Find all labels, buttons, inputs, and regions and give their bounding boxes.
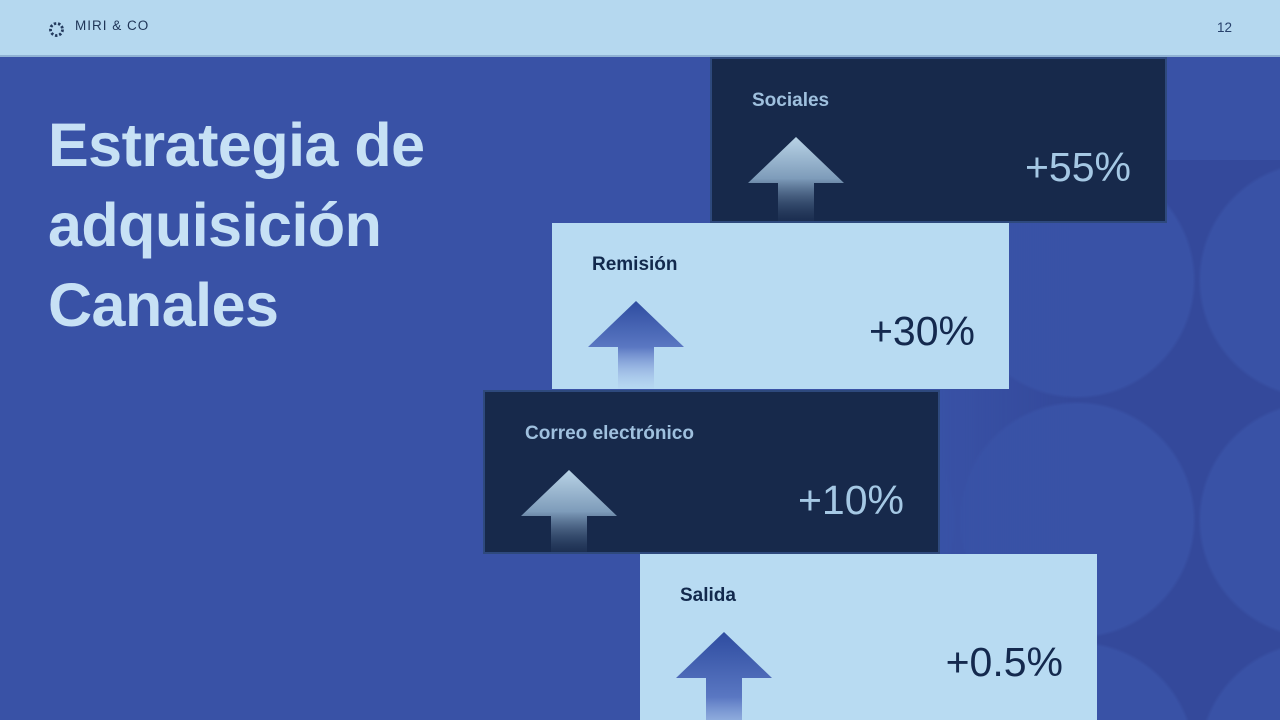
slide-title-line: Estrategia de xyxy=(48,111,425,179)
channel-card-salida: Salida +0.5% xyxy=(640,554,1097,720)
card-value: +55% xyxy=(1024,144,1131,190)
channel-card-correo: Correo electrónico +10% xyxy=(483,390,940,554)
arrow-up-icon xyxy=(748,137,844,221)
card-value: +30% xyxy=(868,308,975,354)
card-label: Salida xyxy=(680,585,736,606)
brand-name: MIRI & CO xyxy=(75,18,150,33)
slide-title-line: adquisición xyxy=(48,191,382,259)
slide-title: Estrategia de adquisición Canales xyxy=(48,105,568,345)
arrow-up-icon xyxy=(588,301,684,389)
card-value: +10% xyxy=(797,477,904,523)
arrow-up-icon xyxy=(521,470,617,552)
brand-logo-icon xyxy=(49,22,64,37)
slide-title-line: Canales xyxy=(48,271,279,339)
card-value: +0.5% xyxy=(945,639,1063,685)
channel-card-sociales: Sociales +55% xyxy=(710,57,1167,223)
card-label: Correo electrónico xyxy=(525,423,694,444)
slide-body: Estrategia de adquisición Canales Social… xyxy=(0,57,1280,720)
card-label: Sociales xyxy=(752,90,830,111)
card-label: Remisión xyxy=(592,254,678,275)
channel-card-remision: Remisión +30% xyxy=(552,223,1009,389)
brand: MIRI & CO xyxy=(48,17,149,38)
page-number: 12 xyxy=(1216,20,1232,35)
header-bar: MIRI & CO 12 xyxy=(0,0,1280,57)
arrow-up-icon xyxy=(676,632,772,720)
